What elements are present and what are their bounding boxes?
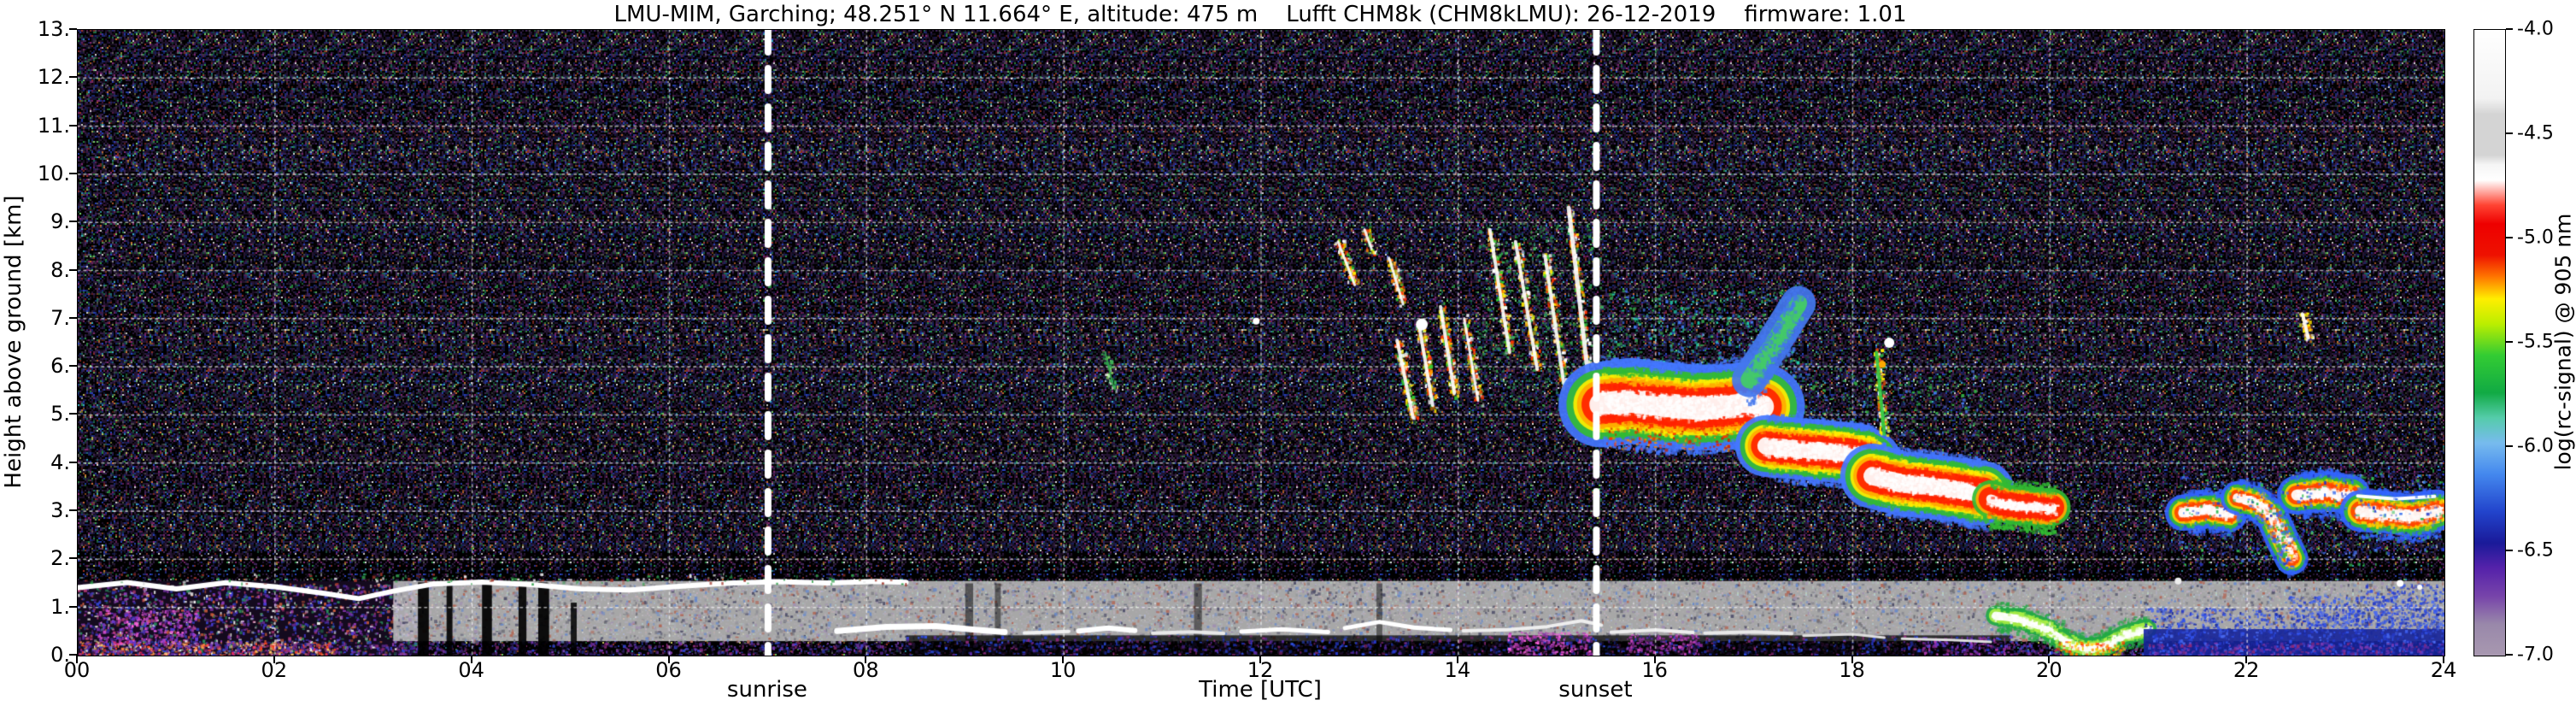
- colorbar-tick-mark: [2506, 237, 2513, 238]
- colorbar-tick-label: -6.0: [2517, 435, 2554, 457]
- colorbar-tick-label: -5.5: [2517, 331, 2554, 353]
- y-tick-label: 7.: [50, 305, 70, 330]
- y-tick-mark: [69, 605, 77, 608]
- y-tick-mark: [69, 509, 77, 512]
- y-tick-label: 4.: [50, 450, 70, 474]
- y-tick-label: 11.: [37, 113, 70, 138]
- y-tick-label: 0.: [50, 643, 70, 667]
- y-tick-label: 2.: [50, 546, 70, 571]
- x-tick-label: 20: [2036, 658, 2063, 682]
- y-tick-label: 10.: [37, 161, 70, 185]
- y-tick-mark: [69, 268, 77, 271]
- x-tick-mark: [1062, 656, 1065, 663]
- x-tick-label: 08: [853, 658, 879, 682]
- colorbar-tick-mark: [2506, 550, 2513, 551]
- y-tick-label: 9.: [50, 209, 70, 234]
- x-tick-label: 16: [1641, 658, 1668, 682]
- x-axis-label: Time [UTC]: [1199, 677, 1322, 703]
- annotation-sunrise: sunrise: [726, 677, 807, 703]
- x-tick-label: 18: [1839, 658, 1865, 682]
- chart-title: LMU-MIM, Garching; 48.251° N 11.664° E, …: [613, 2, 1907, 27]
- heatmap-canvas: [78, 30, 2444, 656]
- y-tick-mark: [69, 28, 77, 30]
- colorbar-tick-mark: [2506, 341, 2513, 343]
- x-tick-label: 02: [261, 658, 288, 682]
- x-tick-mark: [667, 656, 670, 663]
- y-tick-mark: [69, 76, 77, 79]
- y-tick-mark: [69, 365, 77, 368]
- colorbar-label: log(rc-signal) @ 905 nm: [2550, 213, 2576, 471]
- y-tick-label: 8.: [50, 257, 70, 282]
- colorbar-tick-mark: [2506, 132, 2513, 134]
- y-tick-label: 5.: [50, 402, 70, 427]
- colorbar-tick-label: -4.0: [2517, 18, 2554, 40]
- y-tick-label: 1.: [50, 594, 70, 619]
- y-tick-label: 3.: [50, 498, 70, 523]
- x-tick-label: 24: [2430, 658, 2457, 682]
- x-tick-label: 14: [1444, 658, 1471, 682]
- x-tick-label: 22: [2233, 658, 2260, 682]
- x-tick-mark: [1456, 656, 1458, 663]
- x-tick-mark: [273, 656, 275, 663]
- y-tick-mark: [69, 316, 77, 319]
- colorbar-tick-label: -6.5: [2517, 539, 2554, 562]
- y-tick-mark: [69, 654, 77, 656]
- x-tick-mark: [470, 656, 472, 663]
- colorbar-tick-mark: [2506, 445, 2513, 447]
- colorbar-tick-label: -5.0: [2517, 227, 2554, 249]
- x-tick-label: 00: [63, 658, 91, 682]
- x-tick-mark: [76, 656, 78, 663]
- colorbar-tick-mark: [2506, 28, 2513, 30]
- x-tick-label: 12: [1247, 658, 1274, 682]
- y-tick-mark: [69, 221, 77, 223]
- colorbar-tick-label: -7.0: [2517, 644, 2554, 666]
- y-tick-mark: [69, 413, 77, 415]
- y-tick-label: 6.: [50, 354, 70, 379]
- x-tick-mark: [2048, 656, 2051, 663]
- y-tick-label: 12.: [37, 65, 70, 90]
- y-tick-mark: [69, 124, 77, 126]
- x-tick-mark: [1653, 656, 1656, 663]
- y-tick-mark: [69, 557, 77, 560]
- y-tick-label: 13.: [37, 17, 70, 41]
- annotation-sunset: sunset: [1558, 677, 1633, 703]
- y-tick-mark: [69, 461, 77, 463]
- colorbar-tick-label: -4.5: [2517, 122, 2554, 144]
- x-tick-mark: [865, 656, 867, 663]
- y-tick-mark: [69, 172, 77, 174]
- x-tick-label: 06: [655, 658, 682, 682]
- y-axis-label: Height above ground [km]: [1, 195, 26, 489]
- plot-area: [77, 29, 2445, 656]
- x-tick-label: 10: [1049, 658, 1077, 682]
- x-tick-mark: [1259, 656, 1261, 663]
- colorbar: [2473, 29, 2506, 656]
- x-tick-label: 04: [458, 658, 484, 682]
- x-tick-mark: [2443, 656, 2444, 663]
- colorbar-tick-mark: [2506, 654, 2513, 656]
- x-tick-mark: [1851, 656, 1853, 663]
- x-tick-mark: [2245, 656, 2248, 663]
